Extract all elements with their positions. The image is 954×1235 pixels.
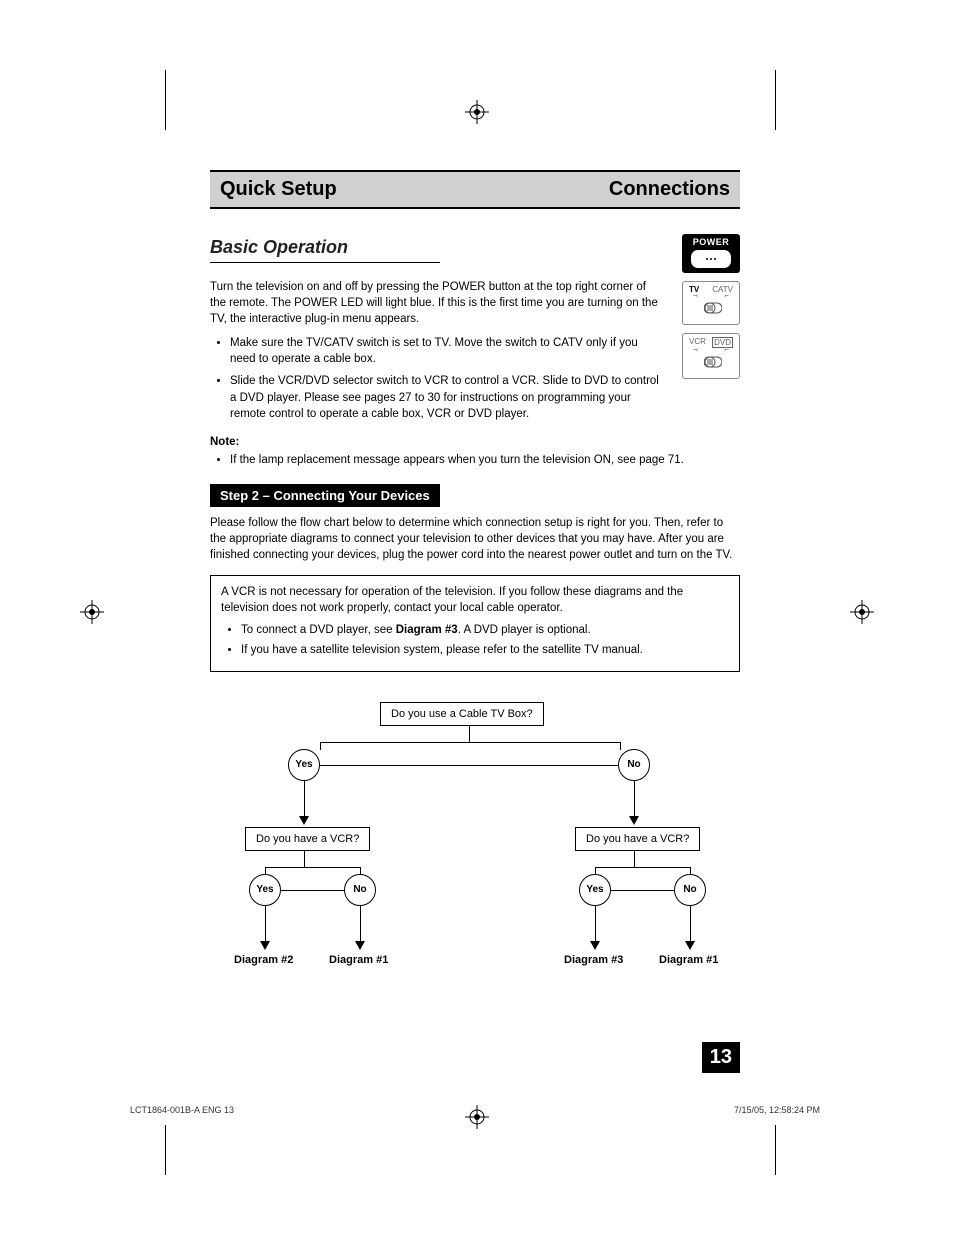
dvd-label: DVD bbox=[712, 337, 733, 348]
arrow-down-icon bbox=[629, 816, 639, 825]
footer: LCT1864-001B-A ENG 13 7/15/05, 12:58:24 … bbox=[130, 1105, 820, 1115]
header-bar: Quick Setup Connections bbox=[210, 170, 740, 209]
crop-mark bbox=[775, 70, 776, 130]
text-span: To connect a DVD player, see bbox=[241, 624, 396, 636]
remote-icons: POWER TV CATV ¬⌐ VCR DVD ¬⌐ bbox=[682, 234, 740, 379]
vcr-dvd-switch-icon: VCR DVD ¬⌐ bbox=[682, 333, 740, 379]
footer-right: 7/15/05, 12:58:24 PM bbox=[734, 1105, 820, 1115]
flowchart-yes: Yes bbox=[249, 874, 281, 906]
flowchart: Do you use a Cable TV Box? Yes No Do you… bbox=[210, 702, 740, 1022]
flowchart-line bbox=[320, 765, 618, 766]
crop-mark bbox=[165, 1125, 166, 1175]
footer-left: LCT1864-001B-A ENG 13 bbox=[130, 1105, 234, 1115]
bullet-item: If you have a satellite television syste… bbox=[241, 642, 729, 658]
tv-catv-switch-icon: TV CATV ¬⌐ bbox=[682, 281, 740, 325]
flowchart-result: Diagram #3 bbox=[564, 954, 623, 966]
flowchart-result: Diagram #1 bbox=[659, 954, 718, 966]
flowchart-line bbox=[265, 906, 266, 942]
registration-mark-icon bbox=[850, 600, 874, 624]
flowchart-line bbox=[469, 726, 470, 742]
diagram-ref: Diagram #3 bbox=[396, 624, 458, 636]
flowchart-question: Do you have a VCR? bbox=[575, 827, 700, 851]
flowchart-line bbox=[611, 890, 674, 891]
page-content: Quick Setup Connections POWER TV CATV ¬⌐… bbox=[210, 170, 740, 1022]
section-title: Basic Operation bbox=[210, 237, 740, 258]
flowchart-line bbox=[634, 781, 635, 817]
power-label: POWER bbox=[685, 237, 737, 247]
flowchart-no: No bbox=[674, 874, 706, 906]
registration-mark-icon bbox=[80, 600, 104, 624]
flowchart-line bbox=[634, 851, 635, 867]
text-span: . A DVD player is optional. bbox=[458, 624, 591, 636]
bullet-item: Make sure the TV/CATV switch is set to T… bbox=[230, 335, 660, 367]
flowchart-line bbox=[320, 742, 620, 743]
flowchart-no: No bbox=[344, 874, 376, 906]
catv-label: CATV bbox=[712, 285, 733, 294]
flowchart-line bbox=[620, 742, 621, 750]
flowchart-line bbox=[265, 867, 360, 868]
crop-mark bbox=[775, 1125, 776, 1175]
arrow-down-icon bbox=[685, 941, 695, 950]
arrow-down-icon bbox=[299, 816, 309, 825]
header-right: Connections bbox=[609, 178, 730, 201]
flowchart-line bbox=[281, 890, 344, 891]
step-text: Please follow the flow chart below to de… bbox=[210, 515, 740, 563]
crop-mark bbox=[165, 70, 166, 130]
arrow-down-icon bbox=[355, 941, 365, 950]
info-box: A VCR is not necessary for operation of … bbox=[210, 575, 740, 671]
registration-mark-icon bbox=[465, 100, 489, 124]
flowchart-line bbox=[304, 851, 305, 867]
bullet-item: If the lamp replacement message appears … bbox=[230, 452, 740, 468]
header-left: Quick Setup bbox=[220, 178, 337, 201]
flowchart-line bbox=[595, 906, 596, 942]
box-text: A VCR is not necessary for operation of … bbox=[221, 584, 729, 616]
note-bullets: If the lamp replacement message appears … bbox=[210, 452, 740, 468]
flowchart-line bbox=[595, 867, 690, 868]
arrow-down-icon bbox=[590, 941, 600, 950]
flowchart-line bbox=[320, 742, 321, 750]
title-underline bbox=[210, 262, 440, 263]
intro-bullets: Make sure the TV/CATV switch is set to T… bbox=[210, 335, 660, 421]
arrow-down-icon bbox=[260, 941, 270, 950]
step-heading: Step 2 – Connecting Your Devices bbox=[210, 484, 440, 507]
flowchart-line bbox=[304, 781, 305, 817]
page-number: 13 bbox=[702, 1042, 740, 1073]
flowchart-line bbox=[360, 906, 361, 942]
note-label: Note: bbox=[210, 436, 740, 448]
flowchart-yes: Yes bbox=[579, 874, 611, 906]
flowchart-result: Diagram #1 bbox=[329, 954, 388, 966]
bullet-item: Slide the VCR/DVD selector switch to VCR… bbox=[230, 373, 660, 421]
intro-text: Turn the television on and off by pressi… bbox=[210, 279, 660, 327]
flowchart-question: Do you have a VCR? bbox=[245, 827, 370, 851]
flowchart-no: No bbox=[618, 749, 650, 781]
flowchart-question: Do you use a Cable TV Box? bbox=[380, 702, 544, 726]
bullet-item: To connect a DVD player, see Diagram #3.… bbox=[241, 622, 729, 638]
flowchart-line bbox=[690, 906, 691, 942]
flowchart-yes: Yes bbox=[288, 749, 320, 781]
flowchart-result: Diagram #2 bbox=[234, 954, 293, 966]
power-button-icon: POWER bbox=[682, 234, 740, 273]
